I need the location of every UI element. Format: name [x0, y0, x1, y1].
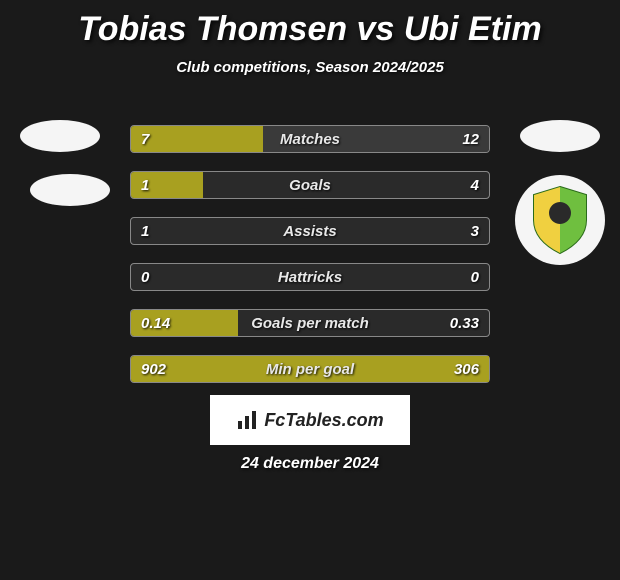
shield-icon [530, 185, 590, 255]
stat-label: Assists [131, 218, 489, 246]
stat-label: Goals per match [131, 310, 489, 338]
footer-brand-box: FcTables.com [210, 395, 410, 445]
player-right-photo-placeholder [520, 120, 600, 152]
player-left-club-placeholder [30, 174, 110, 206]
stat-row: 14Goals [130, 171, 490, 199]
stat-label: Matches [131, 126, 489, 154]
date-text: 24 december 2024 [0, 455, 620, 473]
stat-row: 712Matches [130, 125, 490, 153]
player-left-photo-placeholder [20, 120, 100, 152]
stat-row: 902306Min per goal [130, 355, 490, 383]
chart-icon [236, 409, 258, 431]
stat-row: 0.140.33Goals per match [130, 309, 490, 337]
stat-row: 00Hattricks [130, 263, 490, 291]
stats-container: 712Matches 14Goals 13Assists 00Hattricks 0.1… [130, 125, 490, 401]
player-right-club-badge [515, 175, 605, 265]
stat-label: Min per goal [131, 356, 489, 384]
page-title: Tobias Thomsen vs Ubi Etim [0, 0, 620, 49]
stat-label: Goals [131, 172, 489, 200]
stat-row: 13Assists [130, 217, 490, 245]
stat-label: Hattricks [131, 264, 489, 292]
subtitle: Club competitions, Season 2024/2025 [0, 59, 620, 76]
footer-brand-text: FcTables.com [264, 410, 383, 431]
